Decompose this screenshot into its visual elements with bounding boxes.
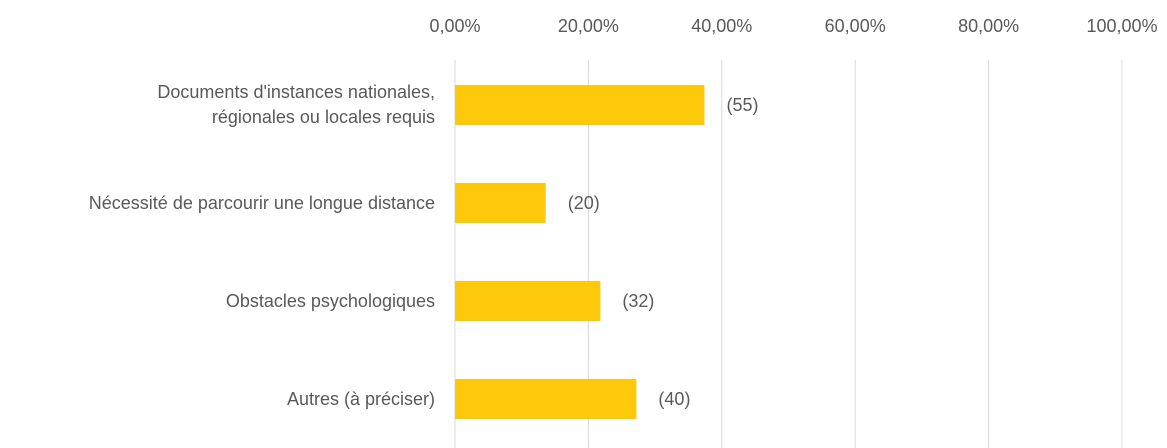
category-label: Obstacles psychologiques (225, 290, 435, 311)
x-tick-label: 40,00% (691, 16, 752, 36)
bar (455, 281, 601, 321)
data-label: (20) (568, 193, 600, 213)
category-label: Nécessité de parcourir une longue distan… (88, 192, 435, 213)
category-label: Autres (à préciser) (286, 388, 435, 409)
data-label: (40) (658, 389, 690, 409)
x-tick-label: 100,00% (1086, 16, 1157, 36)
data-label: (32) (622, 291, 654, 311)
category-label-box: Autres (à préciser) (286, 388, 435, 409)
category-label-box: Nécessité de parcourir une longue distan… (88, 192, 435, 213)
category-label-box: Obstacles psychologiques (225, 290, 435, 311)
bar (455, 183, 546, 223)
x-tick-label: 80,00% (958, 16, 1019, 36)
x-tick-label: 20,00% (558, 16, 619, 36)
x-tick-label: 60,00% (825, 16, 886, 36)
bar (455, 85, 705, 125)
category-label-box: Documents d'instances nationales, région… (157, 82, 435, 127)
bar (455, 379, 637, 419)
category-label: Documents d'instances nationales, région… (157, 82, 435, 127)
x-tick-label: 0,00% (429, 16, 480, 36)
data-label: (55) (726, 95, 758, 115)
